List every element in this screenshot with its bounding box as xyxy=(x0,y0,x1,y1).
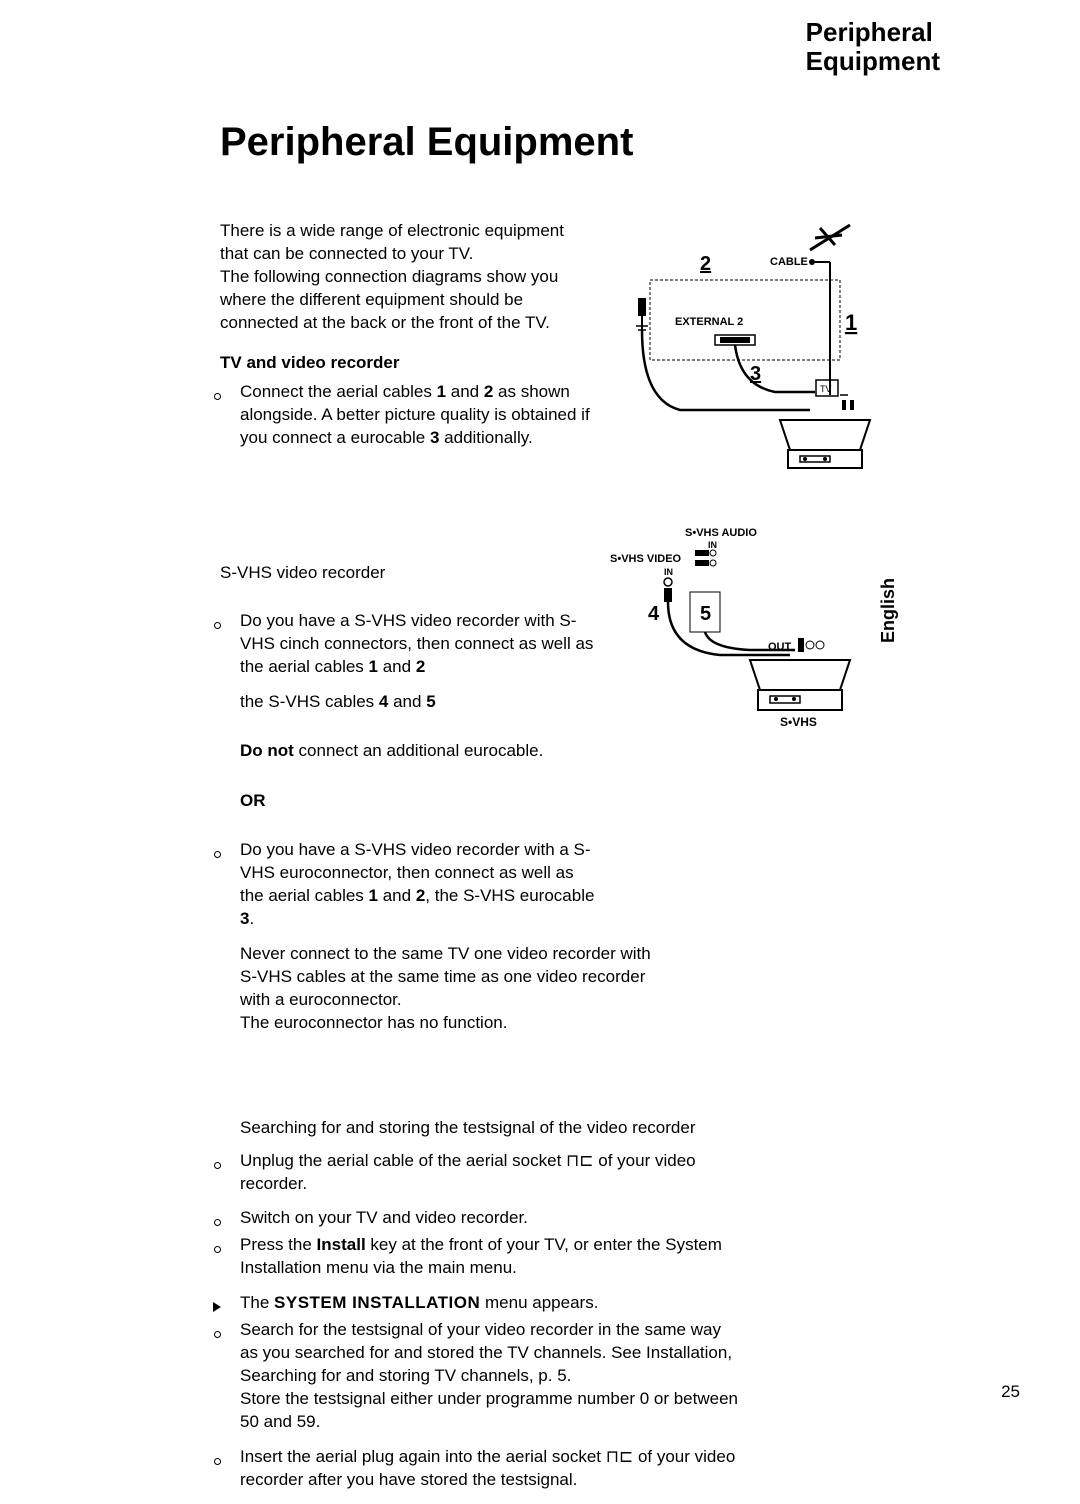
header-line1: Peripheral xyxy=(806,18,940,47)
bullet-icon xyxy=(212,1238,222,1261)
section3-s6: Insert the aerial plug again into the ae… xyxy=(220,1446,740,1492)
svg-text:IN: IN xyxy=(708,540,717,550)
section3-s2: Switch on your TV and video recorder. xyxy=(220,1207,740,1230)
section3-s3: Press the Install key at the front of yo… xyxy=(220,1234,740,1280)
intro-paragraph: There is a wide range of electronic equi… xyxy=(220,220,570,335)
svhs-label: S•VHS xyxy=(780,715,817,729)
section3-s5: Search for the testsignal of your video … xyxy=(220,1319,740,1434)
bullet-icon xyxy=(212,843,222,866)
or-label: OR xyxy=(220,791,860,811)
section2-heading: S-VHS video recorder xyxy=(220,562,600,585)
section2-never: Never connect to the same TV one video r… xyxy=(220,943,660,1035)
svg-text:TV: TV xyxy=(820,384,832,394)
page-title: Peripheral Equipment xyxy=(220,120,633,165)
section1-item1: Connect the aerial cables 1 and 2 as sho… xyxy=(220,381,600,450)
section3-s1: Unplug the aerial cable of the aerial so… xyxy=(220,1150,740,1196)
intro-p2: The following connection diagrams show y… xyxy=(220,267,558,332)
section2-item2: Do you have a S-VHS video recorder with … xyxy=(220,839,600,931)
page-number: 25 xyxy=(1001,1382,1020,1402)
section3-s4: The SYSTEM INSTALLATION menu appears. xyxy=(220,1292,740,1315)
label-4: 4 xyxy=(648,603,660,625)
bullet-icon xyxy=(212,1450,222,1473)
label-1: 1 xyxy=(845,310,857,335)
section3-heading: Searching for and storing the testsignal… xyxy=(220,1117,740,1140)
label-5: 5 xyxy=(700,603,711,625)
connection-diagram-tv-vcr: CABLE 2 EXTERNAL 2 1 3 TV xyxy=(620,220,880,470)
bullet-icon xyxy=(212,1154,222,1177)
cable-label: CABLE xyxy=(770,256,808,268)
ext2-label: EXTERNAL 2 xyxy=(675,316,743,328)
language-tab: English xyxy=(878,578,899,643)
bullet-icon xyxy=(212,1211,222,1234)
bullet-icon xyxy=(212,614,222,637)
svg-text:IN: IN xyxy=(664,567,673,577)
bullet-icon xyxy=(212,1323,222,1346)
header-line2: Equipment xyxy=(806,47,940,76)
section2-item1: Do you have a S-VHS video recorder with … xyxy=(220,610,600,679)
section2-donot: Do not connect an additional eurocable. xyxy=(220,740,600,763)
triangle-icon xyxy=(212,1296,222,1319)
svhs-audio-label: S•VHS AUDIO xyxy=(685,527,757,539)
svg-text:OUT: OUT xyxy=(768,641,792,653)
svhs-video-label: S•VHS VIDEO xyxy=(610,553,682,565)
intro-p1: There is a wide range of electronic equi… xyxy=(220,221,564,263)
connection-diagram-svhs: S•VHS AUDIO S•VHS VIDEO IN IN 4 5 OUT S•… xyxy=(600,520,880,720)
label-2: 2 xyxy=(700,253,711,275)
bullet-icon xyxy=(212,385,222,408)
header-section-title: Peripheral Equipment xyxy=(806,18,940,75)
section2-line2: the S-VHS cables 4 and 5 xyxy=(220,691,600,714)
